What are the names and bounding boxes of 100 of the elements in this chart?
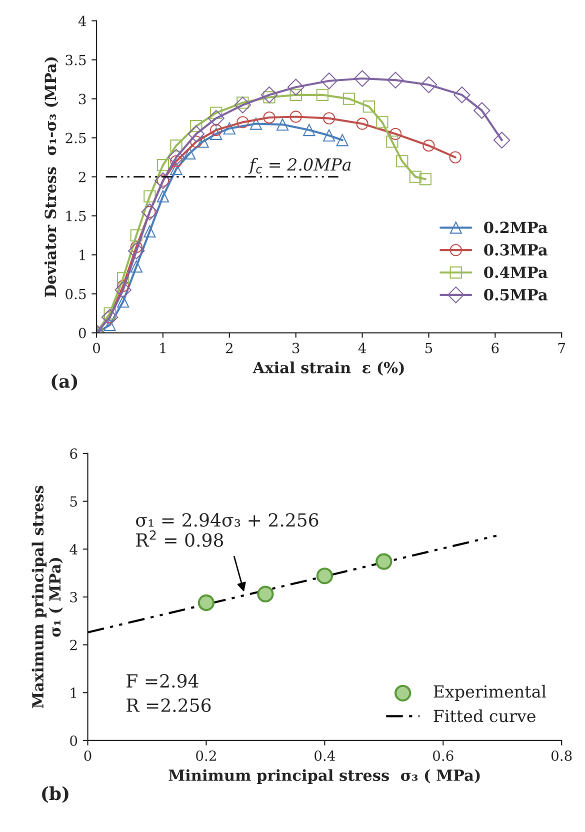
point [188,126,205,142]
point [389,128,402,140]
point [210,124,222,136]
legend-label: 0.2MPa [484,222,548,234]
point [316,568,334,584]
point [263,111,276,124]
ref-line-label: f$_{c}$ = 2.0MPa [248,158,351,174]
x-tick-label: 1 [160,342,166,354]
point [454,86,470,104]
point [320,72,338,90]
y-tick-label: 2.5 [66,132,86,144]
x-axis-title: Minimum principal stress σ₃ ( MPa) [168,769,480,784]
y-tick-label: 0.5 [66,288,86,300]
y-tick-label: 2 [70,640,77,650]
point [290,110,302,123]
point [128,242,145,260]
point [376,116,388,128]
point [356,118,368,130]
x-tick-label: 0.6 [433,750,454,761]
point [117,272,130,284]
x-tick-label: 0.2 [196,750,216,761]
x-tick-label: 5 [425,342,432,354]
text: (b) [42,786,68,803]
point [354,70,371,87]
legend-label: Experimental [434,684,546,702]
point [144,190,156,202]
x-tick-label: 0.4 [314,750,336,761]
point [419,173,432,186]
point [386,136,398,148]
point [170,140,182,152]
point [250,118,262,130]
point [493,132,510,149]
x-tick-label: 6 [492,342,499,354]
point [316,88,328,101]
x-tick-label: 4 [358,342,366,354]
point [449,151,462,164]
annotation: σ₁ = 2.94σ₃ + 2.256 R$^{2}$ = 0.98 [136,513,318,547]
point [287,78,304,96]
x-tick-label: 0.8 [551,750,572,761]
y-tick-label: 1 [70,688,76,698]
point [208,110,224,127]
y-tick-label: 3 [79,94,86,104]
point [409,170,422,183]
legend-label: 0.4MPa [484,266,548,278]
point [362,100,375,113]
y-axis-title: Maximum principal stress σ₁ ( MPa) [32,486,63,708]
point [210,128,222,140]
y-tick-label: 3.5 [66,54,86,66]
point [234,96,252,114]
point [130,229,142,242]
text: (a) [52,374,78,391]
point [342,92,356,105]
x-tick-label: 3 [292,342,300,354]
point [198,594,215,612]
y-tick-label: 4 [70,544,78,554]
point [257,586,274,602]
y-tick-label: 0 [70,735,78,746]
point [104,318,116,332]
point [260,86,278,104]
point [196,136,209,148]
point [168,148,185,166]
x-tick-label: 2 [226,342,232,354]
point [336,134,348,146]
point [156,159,170,172]
point [473,102,490,119]
point [183,147,196,160]
x-tick-label: 7 [558,342,566,354]
point [422,140,435,152]
legend-label: Fitted curve [434,709,536,722]
y-tick-label: 1 [80,250,85,260]
y-tick-label: 2 [78,172,86,182]
y-tick-label: 4 [78,16,86,26]
point [322,112,336,124]
point [117,296,130,308]
x-axis-title: Axial strain ε (%) [252,362,404,376]
point [223,122,236,135]
point [420,76,438,94]
annotation: F =2.94 R =2.256 [126,674,211,712]
y-tick-label: 5 [70,496,77,507]
x-tick-label: 0 [93,342,100,354]
point [130,260,142,273]
point [170,162,182,176]
y-tick-label: 6 [70,448,78,459]
point [190,120,202,132]
point [114,282,132,298]
point [376,553,392,570]
point [303,124,316,136]
y-tick-label: 1.5 [66,210,86,222]
point [276,118,289,131]
y-tick-label: 0 [78,328,86,338]
y-axis-title: Deviator Stress σ₁-σ₃ (MPa) [44,57,58,297]
legend-label: 0.5MPa [484,288,548,300]
point [322,129,336,142]
y-tick-label: 3 [70,592,77,602]
point [396,155,408,168]
point [144,225,156,238]
legend-label: 0.3MPa [484,244,548,256]
point [236,116,249,128]
point [290,88,302,101]
point [156,190,170,202]
